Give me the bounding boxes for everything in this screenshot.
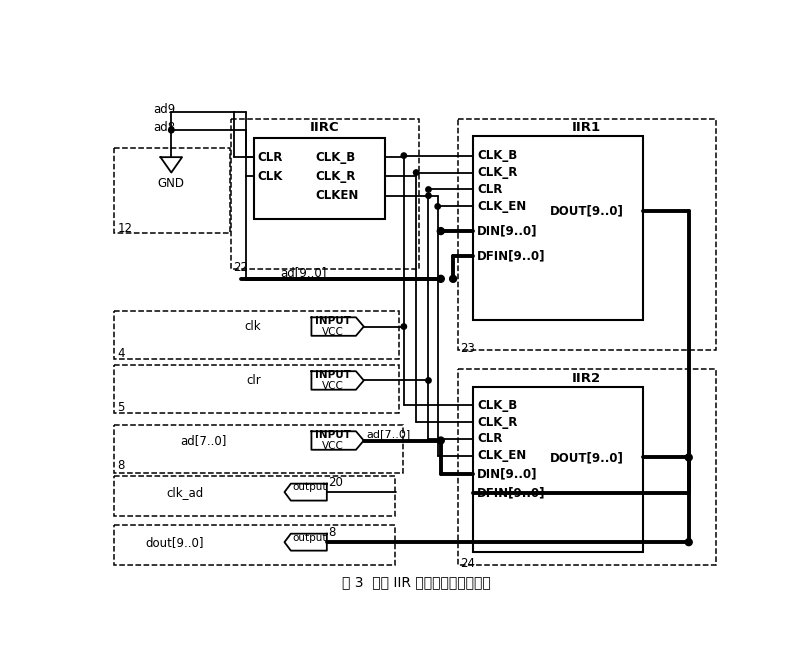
Bar (253, 138, 384, 218)
Text: 20: 20 (328, 476, 343, 490)
Polygon shape (311, 371, 363, 389)
Bar (114, 476, 395, 516)
Bar (473, 387, 642, 552)
Circle shape (169, 128, 174, 133)
Text: CLK_EN: CLK_EN (476, 450, 526, 462)
Polygon shape (284, 534, 326, 550)
Circle shape (684, 538, 691, 546)
Text: ad[7..0]: ad[7..0] (180, 434, 226, 447)
Text: CLR: CLR (476, 183, 502, 196)
Circle shape (401, 153, 406, 158)
Bar (230, 119, 418, 269)
Text: output: output (292, 532, 326, 542)
Text: IIR2: IIR2 (572, 371, 600, 385)
Text: GND: GND (157, 177, 185, 190)
Text: CLR: CLR (476, 432, 502, 446)
Text: 5: 5 (118, 401, 125, 414)
Text: VCC: VCC (322, 381, 344, 391)
Text: CLKEN: CLKEN (315, 189, 358, 202)
Text: 8: 8 (328, 526, 335, 540)
Bar (114, 311, 399, 359)
Text: VCC: VCC (322, 441, 344, 451)
Text: 12: 12 (118, 222, 132, 234)
Text: 22: 22 (233, 261, 247, 274)
Polygon shape (311, 432, 363, 450)
Polygon shape (311, 317, 363, 336)
Text: clk_ad: clk_ad (166, 486, 204, 498)
Bar (457, 369, 714, 565)
Text: CLK_R: CLK_R (315, 170, 355, 183)
Bar (114, 425, 402, 473)
Circle shape (413, 170, 418, 175)
Text: ad9: ad9 (153, 103, 176, 116)
Text: IIR1: IIR1 (572, 122, 600, 134)
Circle shape (437, 228, 444, 234)
Text: 图 3  四阶 IIR 滤波器的顶层原理图: 图 3 四阶 IIR 滤波器的顶层原理图 (341, 575, 490, 589)
Text: ad[7..0]: ad[7..0] (367, 430, 410, 440)
Bar (457, 119, 714, 349)
Text: 8: 8 (118, 459, 125, 472)
Bar (114, 148, 230, 232)
Text: CLK_EN: CLK_EN (476, 200, 526, 213)
Text: ad[9..0]: ad[9..0] (281, 266, 327, 279)
Text: 23: 23 (460, 341, 474, 355)
Text: INPUT: INPUT (314, 370, 350, 380)
Text: CLR: CLR (257, 151, 282, 164)
Circle shape (684, 454, 691, 461)
Text: DIN[9..0]: DIN[9..0] (476, 468, 537, 481)
Text: DIN[9..0]: DIN[9..0] (476, 224, 537, 238)
Text: DFIN[9..0]: DFIN[9..0] (476, 249, 545, 263)
Text: DOUT[9..0]: DOUT[9..0] (550, 204, 623, 218)
Text: INPUT: INPUT (314, 430, 350, 440)
Bar (114, 525, 395, 565)
Circle shape (449, 275, 456, 283)
Polygon shape (284, 484, 326, 500)
Circle shape (425, 378, 431, 383)
Text: CLK_B: CLK_B (476, 399, 517, 411)
Text: clr: clr (247, 374, 261, 387)
Text: CLK_B: CLK_B (315, 151, 355, 164)
Text: VCC: VCC (322, 327, 344, 337)
Text: DFIN[9..0]: DFIN[9..0] (476, 486, 545, 500)
Circle shape (401, 324, 406, 329)
Bar (114, 365, 399, 413)
Circle shape (425, 187, 431, 192)
Text: CLK: CLK (257, 170, 282, 183)
Text: 24: 24 (460, 557, 474, 570)
Text: CLK_B: CLK_B (476, 149, 517, 162)
Text: dout[9..0]: dout[9..0] (145, 536, 204, 548)
Text: IIRC: IIRC (310, 122, 339, 134)
Circle shape (435, 204, 440, 209)
Text: CLK_R: CLK_R (476, 415, 517, 429)
Text: INPUT: INPUT (314, 316, 350, 326)
Circle shape (437, 437, 444, 444)
Polygon shape (161, 157, 182, 172)
Circle shape (425, 193, 431, 198)
Text: DOUT[9..0]: DOUT[9..0] (550, 451, 623, 464)
Text: ad8: ad8 (153, 122, 175, 134)
Text: CLK_R: CLK_R (476, 166, 517, 179)
Text: 4: 4 (118, 347, 125, 360)
Bar (473, 136, 642, 321)
Circle shape (437, 275, 444, 283)
Text: output: output (292, 482, 326, 492)
Text: clk: clk (244, 320, 261, 333)
